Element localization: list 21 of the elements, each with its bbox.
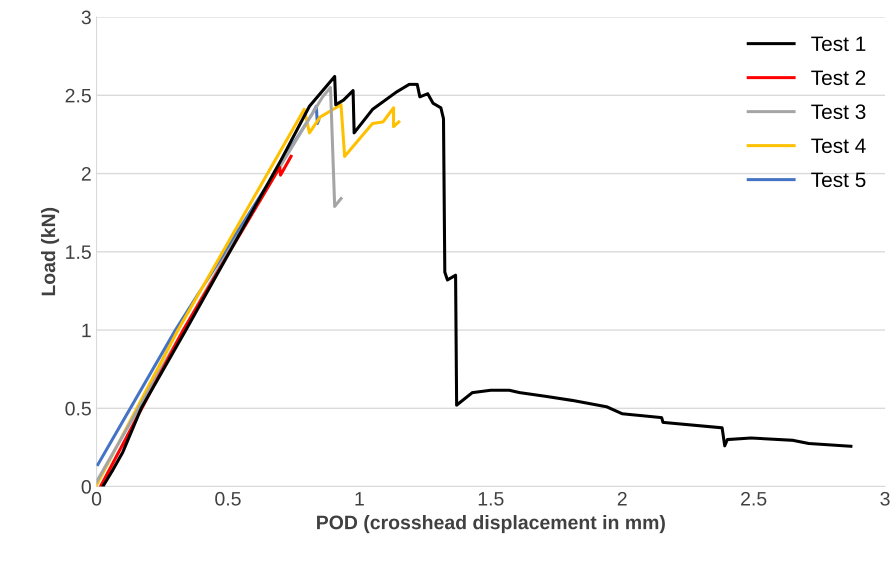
y-tick-label: 1.5 [66,245,91,260]
x-tick-label: 3 [880,492,890,506]
y-tick-label: 2.5 [66,88,91,103]
x-axis-title: POD (crosshead displacement in mm) [317,515,665,534]
y-tick-label: 1 [82,324,91,338]
y-tick-label: 0.5 [65,402,91,416]
y-tick-label: 3 [82,10,91,24]
x-tick-label: 1.5 [478,492,504,506]
legend-label: Test 5 [811,172,866,188]
y-axis-title: Load (kN) [40,208,60,296]
x-tick-label: 0.5 [215,492,241,506]
y-tick-label: 0 [82,480,91,494]
legend-label: Test 3 [811,104,866,120]
x-tick-label: 1 [355,492,364,506]
legend-label: Test 1 [811,36,866,52]
x-tick-label: 0 [92,492,102,506]
legend-label: Test 2 [811,70,866,86]
x-tick-label: 2 [618,492,627,506]
legend-label: Test 4 [811,138,866,154]
x-tick-label: 2.5 [741,492,766,506]
y-tick-label: 2 [82,167,91,181]
